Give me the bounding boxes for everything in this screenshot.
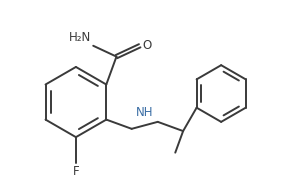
Text: H₂N: H₂N [69,31,91,44]
Text: NH: NH [136,106,153,119]
Text: F: F [73,165,79,179]
Text: O: O [142,39,152,52]
